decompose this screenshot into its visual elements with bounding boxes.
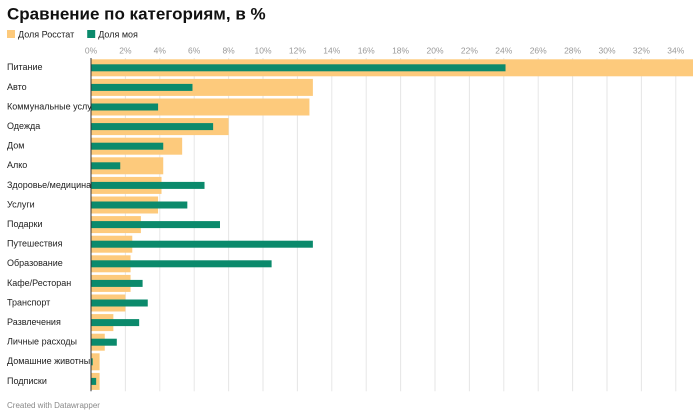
bar xyxy=(91,353,100,371)
legend-label: Доля Росстат xyxy=(18,29,74,39)
bar xyxy=(91,221,220,229)
legend-swatch xyxy=(87,30,96,38)
chart-title: Сравнение по категориям, в % xyxy=(7,4,266,23)
x-tick-label: 4% xyxy=(154,45,167,55)
x-tick-label: 10% xyxy=(254,45,271,55)
bar xyxy=(91,103,159,111)
x-tick-label: 14% xyxy=(323,45,340,55)
category-label: Дом xyxy=(7,141,24,151)
category-label: Здоровье/медицина xyxy=(7,180,91,190)
bar xyxy=(91,78,313,96)
bar xyxy=(91,162,121,170)
category-label: Транспорт xyxy=(7,297,50,307)
credit: Created with Datawrapper xyxy=(7,401,100,410)
x-tick-label: 34% xyxy=(667,45,684,55)
category-label: Развлечения xyxy=(7,317,61,327)
bar xyxy=(91,142,164,150)
category-label: Коммунальные услуги xyxy=(7,101,100,111)
x-tick-label: 26% xyxy=(530,45,547,55)
category-label: Путешествия xyxy=(7,239,63,249)
x-tick-label: 0% xyxy=(85,45,98,55)
x-tick-label: 20% xyxy=(426,45,443,55)
legend-label: Доля моя xyxy=(98,29,138,39)
bar xyxy=(91,358,93,366)
category-label: Алко xyxy=(7,160,27,170)
bar xyxy=(91,319,140,327)
x-tick-label: 2% xyxy=(119,45,132,55)
x-tick-label: 22% xyxy=(461,45,478,55)
x-tick-label: 24% xyxy=(495,45,512,55)
x-tick-label: 8% xyxy=(222,45,235,55)
x-tick-label: 12% xyxy=(289,45,306,55)
x-tick-label: 28% xyxy=(564,45,581,55)
category-label: Подписки xyxy=(7,376,47,386)
bar xyxy=(91,123,214,131)
bar xyxy=(91,64,506,72)
category-label: Подарки xyxy=(7,219,43,229)
bar xyxy=(91,157,164,175)
category-label: Личные расходы xyxy=(7,337,77,347)
bar xyxy=(91,98,310,116)
x-tick-label: 32% xyxy=(633,45,650,55)
bar xyxy=(91,201,188,209)
bar xyxy=(91,338,117,346)
bar xyxy=(91,240,313,248)
category-label: Домашние животные xyxy=(7,356,95,366)
category-label: Услуги xyxy=(7,199,35,209)
category-label: Одежда xyxy=(7,121,40,131)
bar xyxy=(91,279,143,287)
bar xyxy=(91,299,148,307)
bar xyxy=(91,83,193,91)
legend-swatch xyxy=(7,30,15,38)
bar xyxy=(91,181,205,189)
x-tick-label: 16% xyxy=(358,45,375,55)
category-label: Питание xyxy=(7,62,43,72)
x-tick-label: 30% xyxy=(598,45,615,55)
bar xyxy=(91,260,272,268)
x-tick-label: 18% xyxy=(392,45,409,55)
category-label: Образование xyxy=(7,258,63,268)
bar xyxy=(91,377,97,385)
x-tick-label: 6% xyxy=(188,45,201,55)
category-label: Кафе/Ресторан xyxy=(7,278,71,288)
category-label: Авто xyxy=(7,82,27,92)
